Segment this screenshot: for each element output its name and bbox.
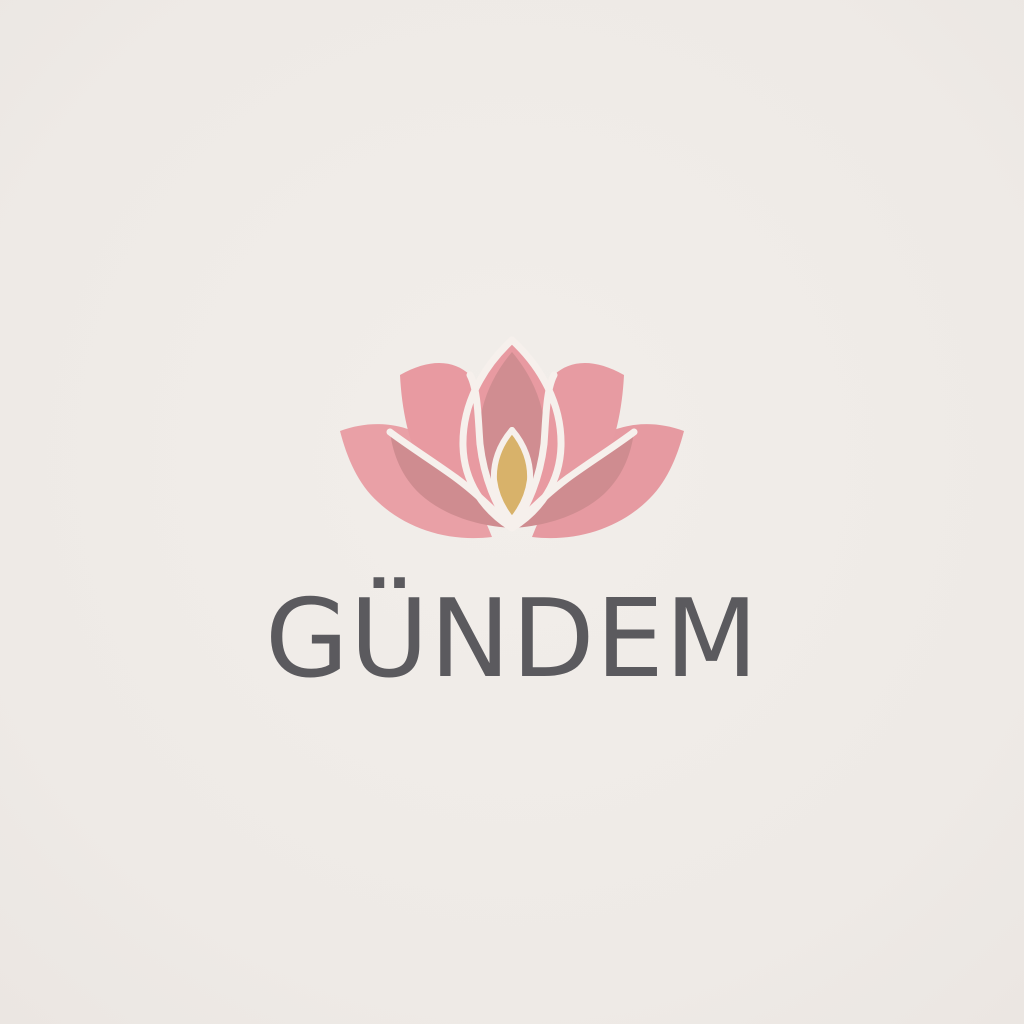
brand-wordmark: GÜNDEM [264, 577, 760, 702]
petal-outline [509, 427, 534, 523]
petal-outline [508, 336, 565, 532]
petal-outline [459, 336, 516, 532]
center-bud-icon [493, 430, 531, 520]
petal-outline [466, 371, 516, 532]
petal-outline [508, 371, 558, 532]
lotus-flower-icon [340, 336, 684, 539]
petal-outline [490, 427, 515, 523]
